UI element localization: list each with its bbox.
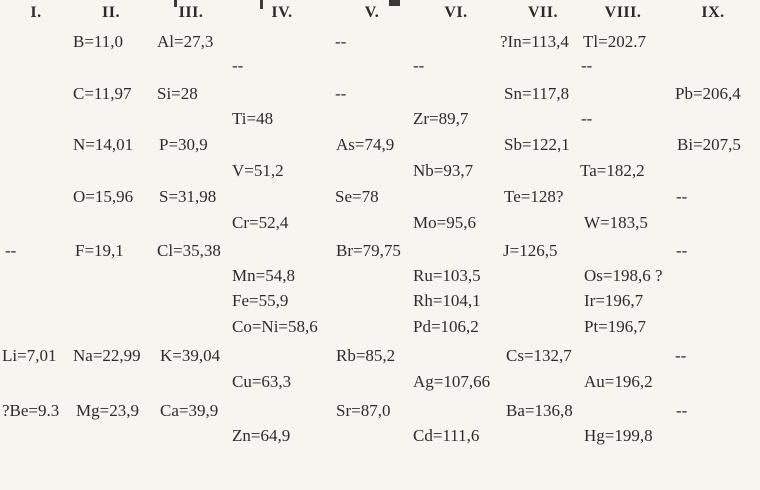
column-header-ii: II. xyxy=(102,4,120,21)
entry-Hg: Hg=199,8 xyxy=(584,426,653,445)
entry-Al: Al=27,3 xyxy=(157,32,214,51)
column-header-v: V. xyxy=(364,4,380,21)
cropped-text-fragment xyxy=(389,0,400,6)
entry-Ru: Ru=103,5 xyxy=(413,266,481,285)
entry-Bi: Bi=207,5 xyxy=(677,135,741,154)
entry-Cu: Cu=63,3 xyxy=(232,372,292,391)
column-header-vi: VI. xyxy=(444,4,468,21)
entry-Ag: Ag=107,66 xyxy=(413,372,491,391)
entry-Ir: Ir=196,7 xyxy=(584,291,644,310)
entry-J: J=126,5 xyxy=(503,241,558,260)
entry-Sb: Sb=122,1 xyxy=(504,135,570,154)
entry-Sn: Sn=117,8 xyxy=(504,84,570,103)
empty-cell: -- xyxy=(413,56,425,75)
entry-Zn: Zn=64,9 xyxy=(232,426,291,445)
column-header-iii: III. xyxy=(178,4,204,21)
empty-cell: -- xyxy=(232,56,244,75)
entry-Na: Na=22,99 xyxy=(73,346,141,365)
entry-Mg: Mg=23,9 xyxy=(76,401,139,420)
entry-O: O=15,96 xyxy=(73,187,134,206)
cropped-text-fragment xyxy=(174,0,177,7)
entry-Tl: Tl=202.7 xyxy=(583,32,646,51)
entry-Fe: Fe=55,9 xyxy=(232,291,289,310)
entry-Rh: Rh=104,1 xyxy=(413,291,481,310)
entry-Sr: Sr=87,0 xyxy=(336,401,391,420)
empty-cell: -- xyxy=(581,109,593,128)
column-header-i: I. xyxy=(30,4,42,21)
entry-Ta: Ta=182,2 xyxy=(580,161,645,180)
empty-cell: -- xyxy=(676,187,688,206)
column-header-iv: IV. xyxy=(271,4,293,21)
entry-Rb: Rb=85,2 xyxy=(336,346,396,365)
entry-Co: Co=Ni=58,6 xyxy=(232,317,318,336)
entry-Br: Br=79,75 xyxy=(336,241,401,260)
entry-Pt: Pt=196,7 xyxy=(584,317,647,336)
entry-C: C=11,97 xyxy=(73,84,132,103)
entry-Ca: Ca=39,9 xyxy=(160,401,219,420)
column-header-viii: VIII. xyxy=(604,4,642,21)
empty-cell: -- xyxy=(581,56,593,75)
entry-V: V=51,2 xyxy=(232,161,284,180)
entry-Zr: Zr=89,7 xyxy=(413,109,469,128)
entry-W: W=183,5 xyxy=(584,213,648,232)
entry-In: ?In=113,4 xyxy=(500,32,569,51)
entry-K: K=39,04 xyxy=(160,346,221,365)
empty-cell: -- xyxy=(335,32,347,51)
empty-cell: -- xyxy=(676,401,688,420)
entry-S: S=31,98 xyxy=(159,187,217,206)
entry-Te: Te=128? xyxy=(504,187,564,206)
column-header-ix: IX. xyxy=(701,4,725,21)
entry-Mn: Mn=54,8 xyxy=(232,266,295,285)
entry-N: N=14,01 xyxy=(73,135,134,154)
entry-Au: Au=196,2 xyxy=(584,372,653,391)
entry-Nb: Nb=93,7 xyxy=(413,161,474,180)
entry-Os: Os=198,6 ? xyxy=(584,266,663,285)
entry-F: F=19,1 xyxy=(75,241,124,260)
empty-cell: -- xyxy=(335,84,347,103)
entry-Cs: Cs=132,7 xyxy=(506,346,572,365)
entry-Cl: Cl=35,38 xyxy=(157,241,221,260)
entry-Li: Li=7,01 xyxy=(2,346,57,365)
entry-Ba: Ba=136,8 xyxy=(506,401,573,420)
entry-Se: Se=78 xyxy=(335,187,379,206)
cropped-text-fragment xyxy=(260,0,263,9)
empty-cell: -- xyxy=(676,241,688,260)
entry-Ti: Ti=48 xyxy=(232,109,274,128)
entry-Be: ?Be=9.3 xyxy=(2,401,60,420)
entry-Mo: Mo=95,6 xyxy=(413,213,476,232)
entry-Pb: Pb=206,4 xyxy=(675,84,741,103)
entry-Pd: Pd=106,2 xyxy=(413,317,479,336)
empty-cell: -- xyxy=(5,241,17,260)
entry-As: As=74,9 xyxy=(336,135,395,154)
entry-Cd: Cd=111,6 xyxy=(413,426,480,445)
entry-B: B=11,0 xyxy=(73,32,124,51)
column-header-vii: VII. xyxy=(527,4,559,21)
entry-Si: Si=28 xyxy=(157,84,198,103)
entry-P: P=30,9 xyxy=(159,135,208,154)
empty-cell: -- xyxy=(675,346,687,365)
entry-Cr: Cr=52,4 xyxy=(232,213,289,232)
